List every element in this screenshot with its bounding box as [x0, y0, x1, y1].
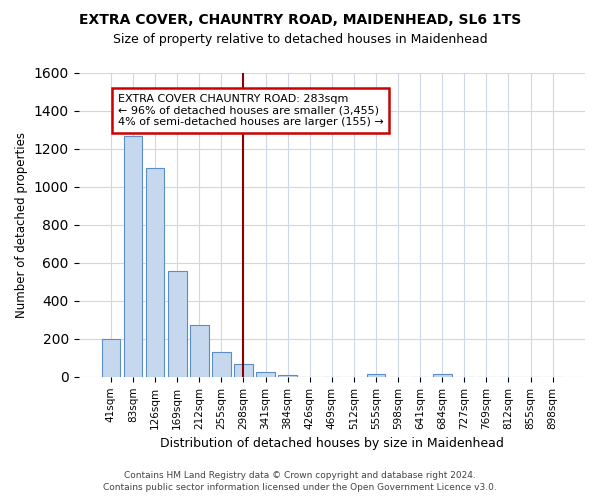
Bar: [124, 136, 142, 377]
Text: Size of property relative to detached houses in Maidenhead: Size of property relative to detached ho…: [113, 32, 487, 46]
Bar: [278, 375, 297, 377]
Bar: [367, 374, 385, 377]
Bar: [234, 364, 253, 377]
Bar: [101, 339, 121, 377]
X-axis label: Distribution of detached houses by size in Maidenhead: Distribution of detached houses by size …: [160, 437, 504, 450]
Bar: [256, 372, 275, 377]
Bar: [212, 352, 231, 377]
Bar: [168, 272, 187, 377]
Text: Contains HM Land Registry data © Crown copyright and database right 2024.
Contai: Contains HM Land Registry data © Crown c…: [103, 471, 497, 492]
Bar: [190, 324, 209, 377]
Bar: [146, 168, 164, 377]
Text: EXTRA COVER, CHAUNTRY ROAD, MAIDENHEAD, SL6 1TS: EXTRA COVER, CHAUNTRY ROAD, MAIDENHEAD, …: [79, 12, 521, 26]
Y-axis label: Number of detached properties: Number of detached properties: [15, 132, 28, 318]
Text: EXTRA COVER CHAUNTRY ROAD: 283sqm
← 96% of detached houses are smaller (3,455)
4: EXTRA COVER CHAUNTRY ROAD: 283sqm ← 96% …: [118, 94, 383, 127]
Bar: [433, 374, 452, 377]
